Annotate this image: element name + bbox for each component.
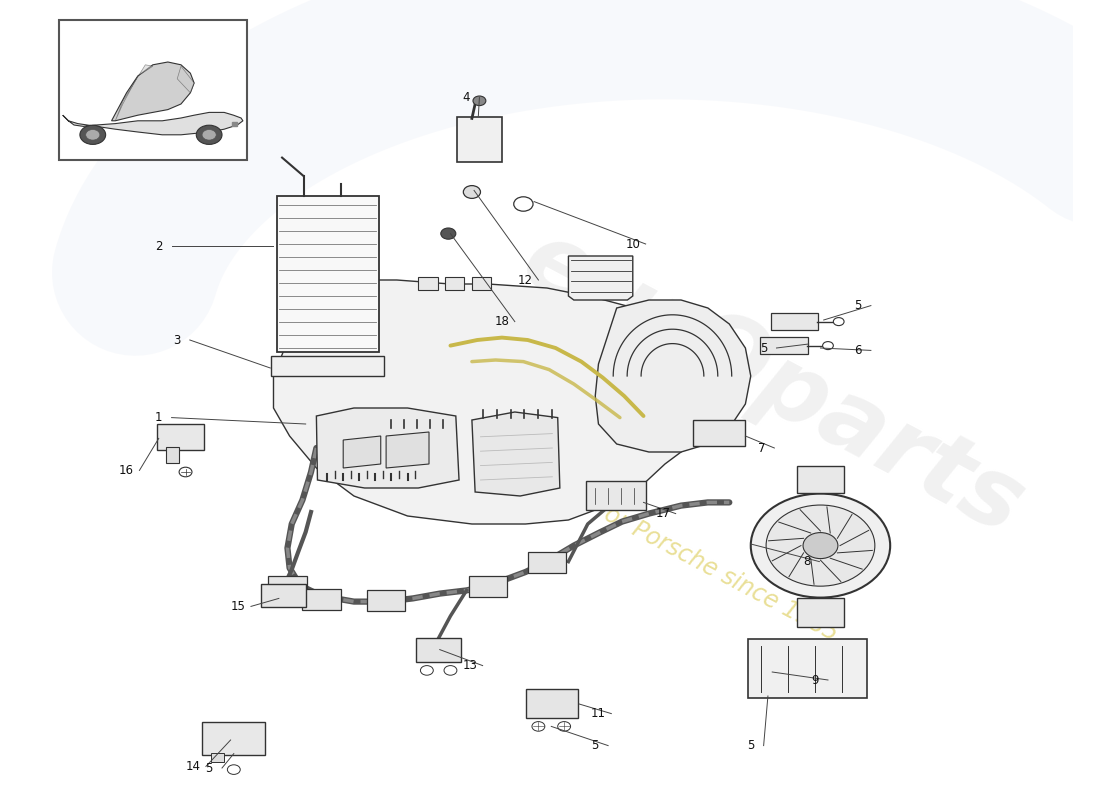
Circle shape bbox=[444, 666, 456, 675]
Circle shape bbox=[196, 125, 222, 145]
FancyBboxPatch shape bbox=[268, 576, 307, 597]
Text: 14: 14 bbox=[186, 760, 200, 773]
Text: 12: 12 bbox=[518, 274, 534, 286]
Circle shape bbox=[532, 722, 544, 731]
FancyBboxPatch shape bbox=[526, 689, 579, 718]
Circle shape bbox=[751, 494, 890, 598]
Text: 7: 7 bbox=[758, 442, 766, 454]
Circle shape bbox=[803, 533, 838, 558]
FancyBboxPatch shape bbox=[277, 196, 378, 352]
FancyBboxPatch shape bbox=[585, 481, 646, 510]
Text: a passion for Porsche since 1985: a passion for Porsche since 1985 bbox=[487, 442, 843, 646]
Circle shape bbox=[834, 318, 844, 326]
Polygon shape bbox=[177, 66, 194, 93]
Text: 5: 5 bbox=[747, 739, 755, 752]
Circle shape bbox=[463, 186, 481, 198]
Text: 15: 15 bbox=[231, 600, 245, 613]
Circle shape bbox=[473, 96, 486, 106]
FancyBboxPatch shape bbox=[472, 277, 492, 290]
FancyBboxPatch shape bbox=[166, 447, 179, 463]
Polygon shape bbox=[63, 112, 243, 134]
Text: eurOparts: eurOparts bbox=[506, 213, 1038, 555]
Circle shape bbox=[823, 342, 834, 350]
Text: 2: 2 bbox=[155, 240, 163, 253]
Text: 3: 3 bbox=[174, 334, 180, 346]
Text: 1: 1 bbox=[155, 411, 163, 424]
Polygon shape bbox=[386, 432, 429, 468]
FancyBboxPatch shape bbox=[748, 639, 867, 698]
Circle shape bbox=[766, 505, 874, 586]
Text: 5: 5 bbox=[206, 762, 212, 774]
FancyBboxPatch shape bbox=[366, 590, 406, 611]
Circle shape bbox=[202, 130, 217, 140]
FancyBboxPatch shape bbox=[456, 117, 502, 162]
Text: 5: 5 bbox=[855, 299, 861, 312]
Circle shape bbox=[86, 130, 100, 140]
FancyBboxPatch shape bbox=[693, 420, 746, 446]
Polygon shape bbox=[343, 436, 381, 468]
FancyBboxPatch shape bbox=[528, 552, 566, 573]
Text: 13: 13 bbox=[462, 659, 477, 672]
Text: 6: 6 bbox=[855, 344, 861, 357]
FancyBboxPatch shape bbox=[261, 584, 306, 607]
Bar bbox=[232, 122, 236, 126]
FancyBboxPatch shape bbox=[201, 722, 265, 755]
Polygon shape bbox=[116, 65, 153, 121]
Bar bbox=[59, 20, 246, 160]
Circle shape bbox=[514, 197, 534, 211]
FancyBboxPatch shape bbox=[416, 638, 461, 662]
Circle shape bbox=[80, 125, 106, 145]
Text: 10: 10 bbox=[625, 238, 640, 250]
Text: 11: 11 bbox=[591, 707, 606, 720]
Circle shape bbox=[420, 666, 433, 675]
Polygon shape bbox=[317, 408, 459, 488]
FancyBboxPatch shape bbox=[272, 356, 384, 376]
FancyBboxPatch shape bbox=[446, 277, 464, 290]
Circle shape bbox=[441, 228, 455, 239]
Circle shape bbox=[558, 722, 571, 731]
Text: 18: 18 bbox=[495, 315, 509, 328]
Text: 9: 9 bbox=[812, 674, 818, 686]
Polygon shape bbox=[595, 300, 751, 452]
Polygon shape bbox=[569, 256, 632, 300]
Text: 4: 4 bbox=[463, 91, 471, 104]
Text: 17: 17 bbox=[656, 507, 670, 520]
FancyBboxPatch shape bbox=[211, 753, 224, 762]
Text: 8: 8 bbox=[803, 555, 811, 568]
FancyBboxPatch shape bbox=[760, 337, 807, 354]
FancyBboxPatch shape bbox=[156, 424, 204, 450]
Text: 5: 5 bbox=[592, 739, 598, 752]
FancyBboxPatch shape bbox=[418, 277, 438, 290]
Circle shape bbox=[179, 467, 192, 477]
Polygon shape bbox=[472, 412, 560, 496]
Circle shape bbox=[228, 765, 240, 774]
FancyBboxPatch shape bbox=[796, 466, 844, 493]
FancyBboxPatch shape bbox=[796, 598, 844, 627]
FancyBboxPatch shape bbox=[302, 589, 341, 610]
FancyBboxPatch shape bbox=[771, 313, 818, 330]
Polygon shape bbox=[111, 62, 194, 121]
Text: 16: 16 bbox=[119, 464, 134, 477]
Text: 5: 5 bbox=[760, 342, 768, 354]
FancyBboxPatch shape bbox=[469, 576, 507, 597]
Polygon shape bbox=[274, 280, 746, 524]
